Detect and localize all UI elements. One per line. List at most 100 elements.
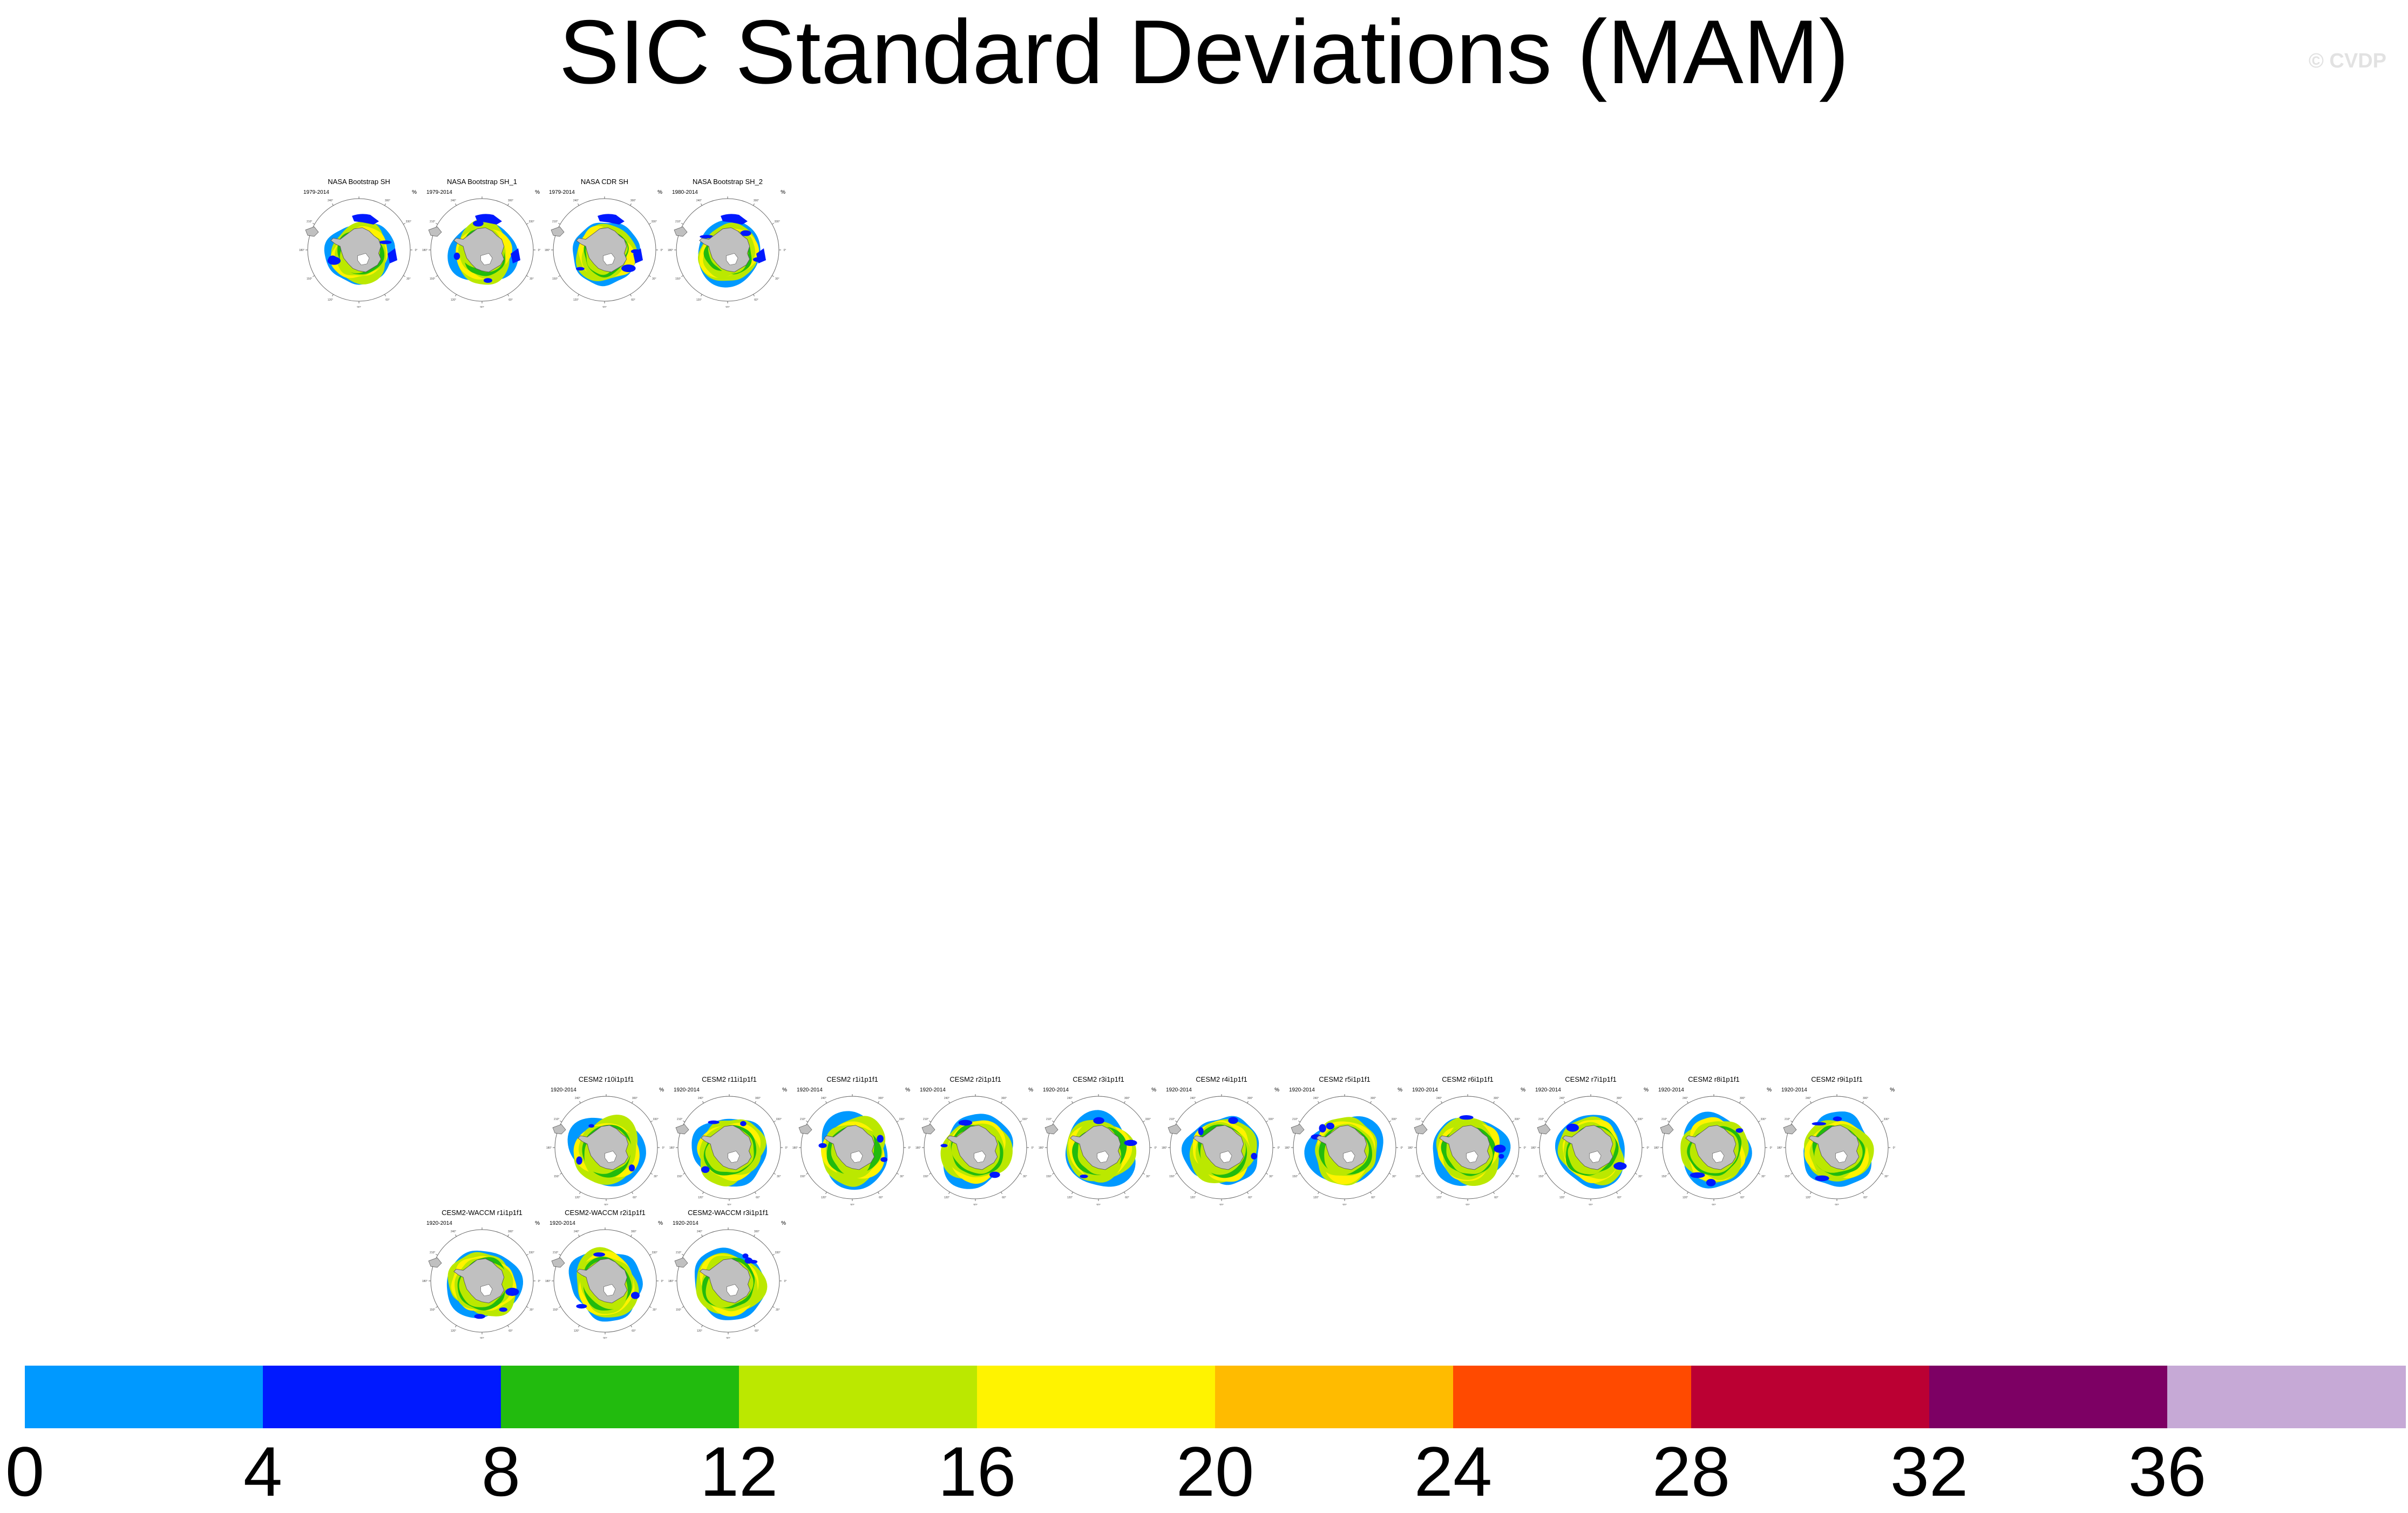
map-graphic: 0° 30° 60° 90° 120° 150° 180° 210° 240° 270° 300° 3… [1162,1092,1280,1205]
panel-unit: % [658,1220,663,1226]
graticule-label: 0° [1278,1146,1280,1150]
graticule-label: 240° [1067,1097,1073,1100]
graticule-tick [702,1192,704,1194]
ice-shelf [727,1284,739,1297]
sic-contour-patch [877,1135,884,1143]
map-panel: CESM2 r7i1p1f1 1920-2014% 0° 30° 60° 90° 120° 1… [1530,1076,1652,1206]
graticule-tick [683,1173,685,1175]
graticule-label: 300° [632,1097,637,1100]
antarctica-landmass [699,227,750,273]
graticule-tick [1247,1192,1249,1194]
panel-period: 1920-2014 [673,1220,698,1226]
graticule-label: 210° [676,1251,681,1254]
graticule-tick [1564,1192,1565,1194]
ice-shelf [974,1150,986,1163]
antarctica-coastline [700,1258,751,1304]
graticule-tick [825,1101,827,1103]
polar-map: 0° 30° 60° 90° 120° 150° 180° 210° 240° 270° 300° 3… [915,1092,1034,1205]
map-panel: CESM2 r1i1p1f1 1920-2014% 0° 30° 60° 90° 120° 1… [791,1076,913,1206]
panel-period: 1920-2014 [1658,1087,1684,1093]
map-panel: CESM2-WACCM r1i1p1f1 1920-2014% 0° 30° 60° 90… [421,1209,543,1339]
sic-contour-patch [472,220,484,227]
colorbar-tick-label: 0 [5,1432,45,1511]
graticule-tick [578,1234,580,1237]
graticule-tick [1881,1173,1883,1175]
polar-map: 0° 30° 60° 90° 120° 150° 180° 210° 240° 270° 300° 3… [1654,1092,1773,1205]
graticule-tick [1195,1192,1196,1194]
colorbar-tick-label: 8 [481,1432,521,1511]
sic-contour-patch [633,248,643,263]
graticule-label: 270° [356,194,362,195]
graticule-tick [649,1254,652,1256]
graticule-tick [1124,1192,1125,1194]
sic-contour-patch [721,214,748,225]
graticule-tick [455,203,457,206]
graticule-tick [436,275,438,277]
ice-shelf [728,1150,740,1163]
graticule-label: 330° [653,1118,659,1121]
graticule-label: 210° [554,1118,559,1121]
graticule-tick [507,1325,509,1327]
panel-title: CESM2 r9i1p1f1 [1811,1075,1863,1083]
graticule-tick [754,1234,755,1237]
panel-title: NASA Bootstrap SH_1 [446,178,518,186]
graticule-label: 30° [652,277,656,281]
graticule-tick [1687,1192,1688,1194]
antarctica-coastline [578,1125,629,1170]
graticule-label: 60° [1002,1196,1006,1199]
graticule-label: 0° [785,1146,788,1150]
graticule-label: 30° [1392,1175,1396,1178]
graticule-tick [774,1173,776,1175]
graticule-label: 240° [451,1230,456,1233]
colorbar-tick-label: 24 [1414,1432,1493,1511]
graticule-label: 150° [554,1175,559,1178]
map-graphic: 0° 30° 60° 90° 120° 150° 180° 210° 240° 270° 300° 3… [545,194,663,308]
graticule-tick [929,1121,931,1122]
panel-title: NASA Bootstrap SH_2 [692,178,763,186]
panel-period: 1920-2014 [1289,1087,1315,1093]
sic-contour-patch [1124,1139,1137,1146]
graticule-label: 300° [508,1230,513,1233]
graticule-tick [702,1101,704,1103]
sic-contour-patch [742,1253,749,1259]
graticule-label: 330° [775,1251,781,1254]
graticule-tick [1441,1101,1442,1103]
antarctica-landmass [1685,1125,1737,1170]
antarctica-landmass [576,1258,628,1304]
graticule-label: 270° [1711,1092,1717,1093]
sic-contour-patch [483,278,492,283]
sic-contour-patch [327,256,341,265]
graticule-tick [1247,1101,1249,1103]
ice-shelf [1220,1150,1232,1163]
map-graphic: 0° 30° 60° 90° 120° 150° 180° 210° 240° 270° 300° 3… [422,194,541,308]
graticule-tick [1143,1173,1145,1175]
map-panel: CESM2 r8i1p1f1 1920-2014% 0° 30° 60° 90° 120° 1… [1653,1076,1775,1206]
graticule-tick [1195,1101,1196,1103]
graticule-tick [1810,1101,1812,1103]
graticule-label: 330° [899,1118,905,1121]
graticule-label: 120° [574,1329,579,1333]
antarctica-landmass [578,1125,629,1170]
graticule-tick [578,1325,580,1327]
graticule-tick [1667,1121,1670,1122]
panel-title: CESM2 r6i1p1f1 [1442,1075,1494,1083]
graticule-label: 90° [480,306,484,308]
graticule-label: 180° [1408,1146,1413,1150]
graticule-tick [1667,1173,1670,1175]
graticule-label: 0° [415,249,418,252]
panel-period: 1920-2014 [1535,1087,1561,1093]
sic-contour-patch [1493,1144,1506,1153]
graticule-tick [755,1192,756,1194]
graticule-label: 180° [1777,1146,1782,1150]
graticule-label: 210° [1415,1118,1421,1121]
south-america-tip [305,226,319,237]
graticule-label: 120° [451,298,456,302]
polar-map: 0° 30° 60° 90° 120° 150° 180° 210° 240° 270° 300° 3… [1162,1092,1280,1205]
sic-contour-patch [1566,1123,1579,1132]
ice-shelf [1097,1150,1109,1163]
graticule-tick [1421,1173,1423,1175]
graticule-tick [455,294,457,296]
graticule-label: 120° [1806,1196,1811,1199]
graticule-tick [384,294,386,296]
south-america-tip [551,226,565,237]
